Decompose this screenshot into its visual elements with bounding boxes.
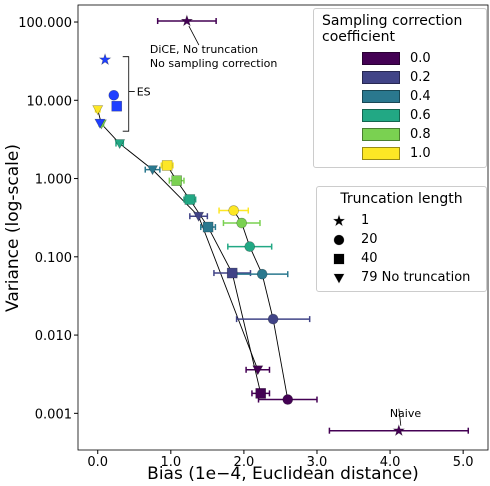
legend-entries: 1 20 40 79 No truncation — [325, 211, 478, 287]
marker — [228, 205, 239, 216]
legend-swatch — [362, 90, 400, 103]
y-tick-label: 100.000 — [18, 16, 72, 31]
annotation: Naive — [389, 406, 422, 420]
marker — [255, 388, 267, 399]
marker — [333, 273, 345, 284]
legend-label: 20 — [361, 232, 378, 247]
marker — [171, 175, 182, 186]
marker — [236, 217, 248, 229]
legend-swatch — [362, 52, 400, 65]
marker — [282, 394, 294, 405]
legend-marker — [332, 213, 346, 226]
legend-row: 0.6 — [322, 106, 478, 125]
es-label: ES — [137, 85, 151, 98]
marker — [193, 211, 205, 222]
marker — [108, 89, 120, 101]
marker — [392, 423, 406, 437]
marker — [332, 213, 346, 226]
legend-entries: 0.0 0.2 0.4 0.6 0.8 1.0 — [322, 49, 478, 163]
connect-line — [233, 210, 289, 400]
y-tick-label: 0.100 — [35, 251, 72, 266]
legend-row: 0.8 — [322, 125, 478, 144]
legend-swatch — [362, 147, 400, 160]
legend-marker — [333, 253, 345, 264]
marker — [333, 253, 345, 264]
legend-label: 1.0 — [410, 146, 431, 161]
marker — [267, 313, 279, 325]
marker — [256, 268, 268, 280]
x-tick-label: 5.0 — [453, 455, 474, 470]
legend-row: 1.0 — [322, 144, 478, 163]
x-tick-label: 3.0 — [307, 455, 328, 470]
legend-swatch — [362, 71, 400, 84]
marker — [184, 194, 196, 205]
legend-label: 0.8 — [410, 127, 431, 142]
marker — [92, 105, 104, 116]
marker-legend: Truncation length 1 20 40 79 No truncation — [316, 186, 487, 292]
legend-label: 0.6 — [410, 108, 431, 123]
y-tick-label: 0.001 — [35, 407, 72, 422]
plot-frame — [77, 4, 489, 451]
y-axis-label: Variance (log-scale) — [3, 144, 23, 312]
legend-marker — [333, 234, 345, 245]
marker — [114, 139, 126, 150]
marker — [147, 165, 159, 176]
legend-row: 0.4 — [322, 87, 478, 106]
marker — [94, 118, 106, 129]
legend-swatch — [362, 109, 400, 122]
legend-label: 79 No truncation — [361, 270, 471, 285]
color-legend: Sampling correction coefficient 0.0 0.2 0.… — [313, 8, 487, 168]
legend-title: Sampling correction coefficient — [322, 13, 463, 45]
legend-label: 0.4 — [410, 89, 431, 104]
marker — [252, 365, 264, 376]
legend-label: 1 — [361, 213, 370, 228]
marker — [244, 241, 256, 252]
legend-row: 20 — [325, 230, 478, 249]
annotation-arrow — [188, 25, 200, 46]
legend-label: 40 — [361, 251, 378, 266]
legend-row: 79 No truncation — [325, 268, 478, 287]
legend-marker — [333, 273, 345, 284]
legend-row: 40 — [325, 249, 478, 268]
marker — [161, 160, 173, 171]
legend-title: Truncation length — [340, 191, 463, 207]
x-tick-label: 2.0 — [234, 455, 255, 470]
x-axis-label: Bias (1e−4, Euclidean distance) — [147, 464, 419, 484]
es-bracket — [122, 56, 135, 132]
connect-line — [97, 109, 259, 370]
legend-swatch — [362, 128, 400, 141]
y-tick-label: 0.010 — [35, 329, 72, 344]
x-tick-label: 0.0 — [87, 455, 108, 470]
marker — [180, 14, 194, 27]
marker — [111, 100, 123, 112]
y-tick-label: 10.000 — [27, 94, 73, 109]
y-tick-label: 1.000 — [35, 173, 72, 188]
marker — [98, 53, 112, 66]
x-tick-label: 4.0 — [380, 455, 401, 470]
marker — [333, 234, 345, 245]
legend-label: 0.0 — [410, 51, 431, 66]
legend-row: 1 — [325, 211, 478, 230]
legend-label: 0.2 — [410, 70, 431, 85]
x-tick-label: 1.0 — [160, 455, 181, 470]
marker — [226, 267, 238, 279]
legend-row: 0.0 — [322, 49, 478, 68]
annotation: DiCE, No truncation No sampling correcti… — [149, 43, 278, 71]
marker — [202, 221, 214, 233]
legend-row: 0.2 — [322, 68, 478, 87]
annotation-arrow — [398, 408, 402, 426]
connect-line — [166, 165, 262, 394]
